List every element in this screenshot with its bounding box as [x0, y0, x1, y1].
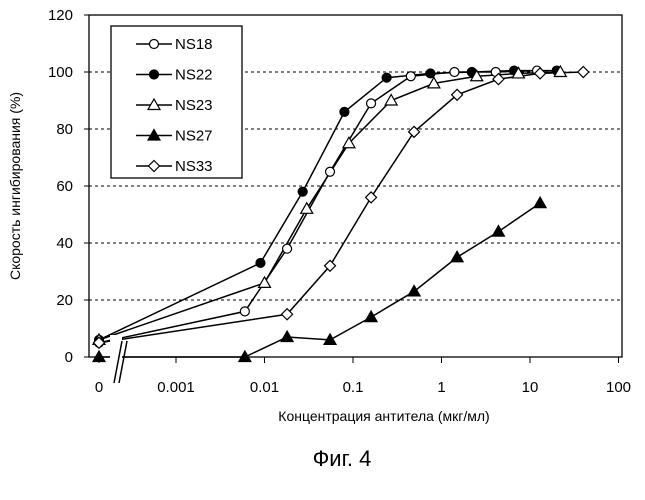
data-point-ns27 [450, 250, 465, 263]
legend-marker-ns27 [146, 128, 162, 141]
legend-marker-ns18 [148, 38, 160, 50]
figure-caption: Фиг. 4 [313, 446, 372, 471]
data-point-ns22 [255, 257, 266, 269]
data-point-ns23 [511, 66, 526, 79]
data-point-ns27 [237, 349, 252, 363]
legend-label: NS33 [175, 158, 213, 175]
data-point-ns23 [257, 275, 272, 288]
data-point-ns18 [239, 306, 250, 317]
x-tick-label: 100 [606, 379, 631, 396]
legend-label: NS18 [175, 36, 213, 53]
legend-marker-ns33 [147, 159, 161, 173]
data-point-ns23 [469, 69, 484, 82]
data-point-ns23 [426, 76, 441, 89]
data-point-ns23 [384, 93, 399, 106]
data-point-ns27 [364, 309, 379, 323]
data-point-ns18 [449, 66, 460, 78]
y-tick-label: 80 [56, 121, 73, 138]
data-point-ns22 [297, 186, 308, 197]
x-tick-label: 1 [437, 379, 445, 396]
data-point-ns18 [281, 243, 293, 254]
data-point-ns33 [492, 72, 505, 86]
data-point-ns33 [407, 125, 421, 139]
legend-label: NS27 [175, 128, 213, 145]
data-point-ns33 [323, 259, 337, 273]
legend-label: NS23 [175, 97, 213, 114]
data-point-ns22 [381, 72, 392, 83]
x-axis-break-marker [110, 335, 128, 384]
data-point-ns33 [450, 88, 464, 102]
legend-frame [110, 25, 243, 179]
data-point-ns27 [407, 284, 422, 297]
data-point-ns33 [576, 65, 590, 79]
data-point-ns33 [280, 307, 294, 321]
data-point-ns22 [425, 68, 436, 79]
legend-marker-ns23 [146, 97, 162, 111]
legend: NS18 NS22 NS23 NS27 NS33 [110, 25, 243, 179]
data-point-ns23 [299, 201, 314, 214]
data-point-ns27 [322, 332, 338, 345]
y-axis-ticks: 0 20 40 60 80 100 120 [48, 7, 89, 366]
data-point-ns23 [341, 136, 356, 149]
data-point-ns27 [491, 224, 506, 237]
y-tick-label: 120 [48, 7, 73, 24]
legend-label: NS22 [175, 67, 213, 84]
data-point-ns18 [324, 166, 336, 177]
series-markers [91, 64, 590, 363]
legend-marker-ns22 [148, 69, 160, 80]
data-point-ns33 [92, 336, 106, 350]
series-line-ns27 [99, 202, 541, 358]
x-tick-label: 0.001 [157, 379, 195, 396]
x-tick-label: 0 [95, 379, 103, 396]
y-tick-label: 20 [56, 292, 73, 309]
x-tick-label: 0.01 [250, 379, 279, 396]
x-tick-label: 0.1 [343, 379, 364, 396]
data-point-ns33 [533, 67, 547, 80]
y-tick-label: 0 [65, 349, 73, 366]
data-point-ns18 [365, 98, 377, 109]
y-tick-label: 40 [56, 235, 73, 252]
x-axis-title: Концентрация антитела (мкг/мл) [278, 408, 489, 424]
y-axis-title: Скорость ингибирования (%) [7, 92, 23, 280]
y-tick-label: 60 [56, 178, 73, 195]
x-axis-ticks: 0 0.001 0.01 0.1 1 10 100 [95, 357, 631, 396]
y-tick-label: 100 [48, 64, 73, 81]
data-point-ns22 [339, 106, 350, 118]
data-point-ns23 [553, 64, 568, 78]
data-point-ns27 [280, 329, 295, 343]
data-point-ns18 [405, 71, 416, 82]
x-tick-label: 10 [522, 379, 539, 396]
data-point-ns27 [533, 195, 548, 209]
data-point-ns33 [364, 191, 378, 204]
